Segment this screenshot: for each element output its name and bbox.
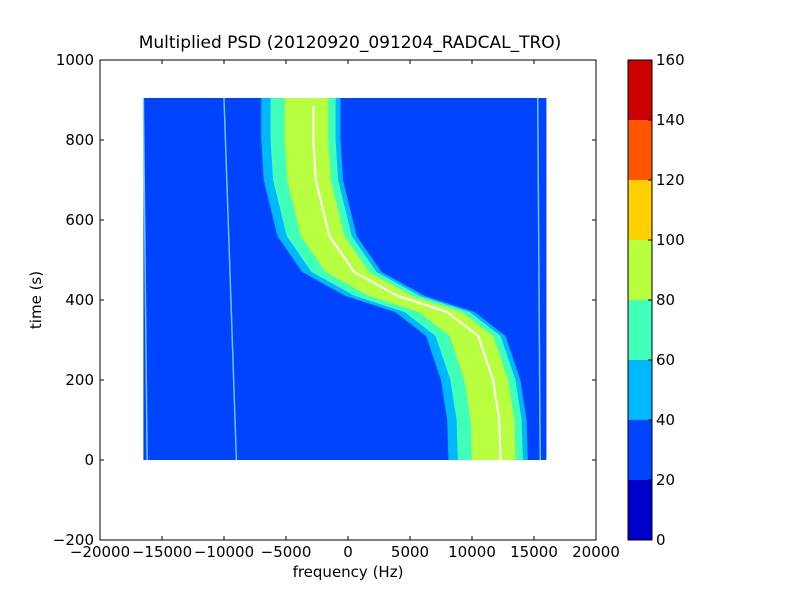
colorbar-tick-label: 20 [656,471,675,489]
y-tick-label: −200 [53,531,94,549]
colorbar-segment [628,180,652,240]
colorbar-segment [628,360,652,420]
colorbar-segment [628,300,652,360]
x-tick-label: −5000 [261,543,312,561]
colorbar-segment [628,240,652,300]
x-axis: −20000 −15000 −10000 −5000 0 5000 10000 15000 20… [70,60,620,561]
y-tick-label: 0 [84,451,94,469]
y-axis-label: time (s) [27,271,45,329]
tone-line-3 [536,97,541,461]
y-tick-label: 400 [65,291,94,309]
signal-band-core [284,98,516,460]
colorbar-tick-label: 120 [656,171,685,189]
x-tick-label: 5000 [391,543,429,561]
colorbar-tick-label: 80 [656,291,675,309]
colorbar-tick-label: 140 [656,111,685,129]
x-tick-label: −15000 [132,543,192,561]
colorbar-tick-label: 0 [656,531,666,549]
y-tick-label: 200 [65,371,94,389]
colorbar-segment [628,480,652,540]
colorbar: 0 20 40 60 80 100 120 140 160 [627,51,685,549]
colorbar-tick-label: 60 [656,351,675,369]
psd-heatmap [142,97,547,461]
chart-title: Multiplied PSD (20120920_091204_RADCAL_T… [139,33,562,53]
tone-line-2 [142,97,148,461]
x-tick-label: 20000 [572,543,620,561]
signal-band-mid [270,98,523,460]
colorbar-segment [628,420,652,480]
x-tick-label: 0 [343,543,353,561]
colorbar-segment [628,60,652,120]
colorbar-tick-label: 160 [656,51,685,69]
x-tick-label: −20000 [70,543,130,561]
x-axis-label: frequency (Hz) [293,563,404,581]
x-tick-label: 15000 [510,543,558,561]
y-axis: −200 0 200 400 600 800 1000 [53,51,596,549]
colorbar-segment [628,120,652,180]
signal-trace [312,106,502,461]
x-tick-label: 10000 [448,543,496,561]
colorbar-tick-label: 40 [656,411,675,429]
tone-line-1 [223,97,238,461]
x-tick-label: −10000 [194,543,254,561]
y-tick-label: 1000 [56,51,94,69]
plot-area: −20000 −15000 −10000 −5000 0 5000 10000 15000 20… [53,51,620,561]
colorbar-tick-label: 100 [656,231,685,249]
y-tick-label: 800 [65,131,94,149]
y-tick-label: 600 [65,211,94,229]
